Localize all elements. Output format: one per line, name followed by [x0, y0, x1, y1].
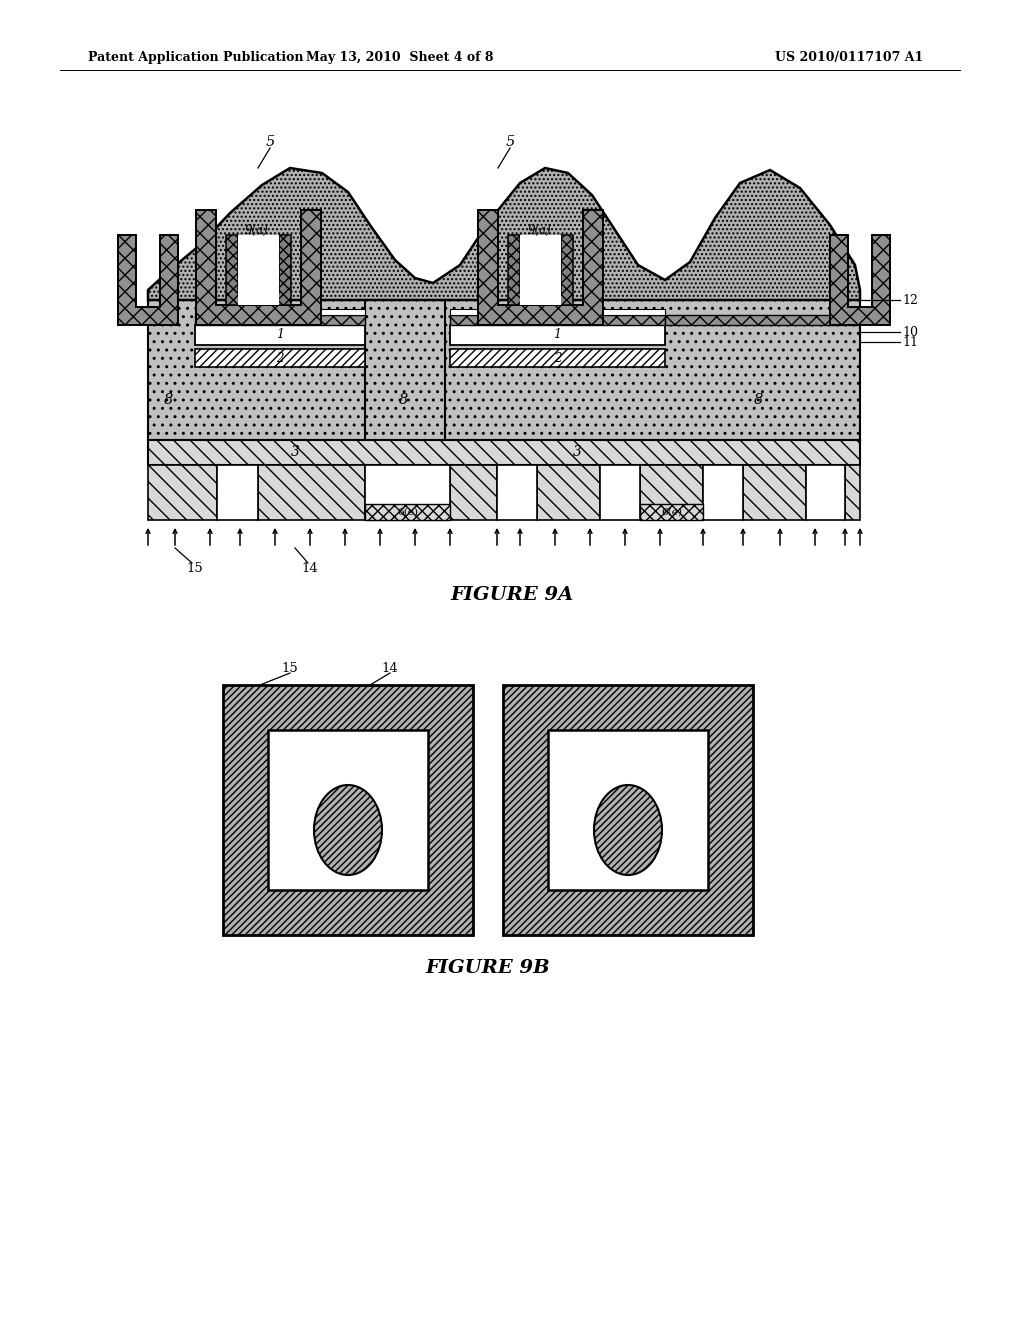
Text: 8: 8 — [398, 393, 408, 407]
Text: 9(a): 9(a) — [528, 223, 552, 236]
Bar — [195, 325, 365, 345]
Bar — [806, 465, 845, 520]
Text: 14: 14 — [302, 561, 318, 574]
Bar — [268, 730, 428, 890]
Bar — [640, 504, 703, 520]
Text: 2: 2 — [276, 351, 284, 364]
Text: 8: 8 — [754, 393, 763, 407]
Text: 1: 1 — [554, 329, 561, 342]
Text: 3: 3 — [572, 445, 582, 459]
Bar — [195, 309, 365, 315]
Text: FIGURE 9B: FIGURE 9B — [426, 960, 550, 977]
Bar — [238, 235, 279, 305]
Bar — [450, 325, 665, 345]
Polygon shape — [508, 235, 572, 305]
Bar — [600, 465, 640, 520]
Bar — [450, 309, 665, 315]
Bar — [537, 465, 600, 520]
Polygon shape — [148, 168, 860, 300]
Bar — [258, 465, 365, 520]
Text: 1: 1 — [276, 329, 284, 342]
Text: May 13, 2010  Sheet 4 of 8: May 13, 2010 Sheet 4 of 8 — [306, 50, 494, 63]
Bar — [450, 465, 497, 520]
Bar — [223, 685, 473, 935]
Text: 15: 15 — [282, 661, 298, 675]
Text: US 2010/0117107 A1: US 2010/0117107 A1 — [775, 50, 924, 63]
Text: 9(a): 9(a) — [245, 223, 268, 236]
Polygon shape — [118, 235, 178, 325]
Text: FIGURE 9A: FIGURE 9A — [451, 586, 573, 605]
Bar — [503, 685, 753, 935]
Bar — [195, 348, 365, 367]
Bar — [519, 235, 560, 305]
Bar — [665, 315, 860, 325]
Text: 2: 2 — [554, 351, 561, 364]
Bar — [217, 465, 258, 520]
Bar — [845, 465, 860, 520]
Bar — [148, 440, 860, 465]
Bar — [445, 294, 860, 440]
Text: 5: 5 — [506, 135, 515, 149]
Polygon shape — [830, 235, 890, 325]
Ellipse shape — [594, 785, 662, 875]
Text: 12: 12 — [902, 293, 918, 306]
Bar — [640, 465, 703, 520]
Ellipse shape — [314, 785, 382, 875]
Bar — [148, 465, 217, 520]
Polygon shape — [196, 210, 321, 325]
Text: 8: 8 — [164, 393, 173, 407]
Text: 3: 3 — [291, 445, 299, 459]
Polygon shape — [225, 235, 291, 305]
Bar — [743, 465, 806, 520]
Bar — [148, 294, 430, 440]
Text: 5: 5 — [265, 135, 274, 149]
Bar — [195, 315, 365, 325]
Text: 11: 11 — [902, 335, 918, 348]
Bar — [365, 504, 450, 520]
Bar — [365, 465, 450, 520]
Text: 10: 10 — [902, 326, 918, 338]
Bar — [703, 465, 743, 520]
Bar — [497, 465, 537, 520]
Bar — [450, 348, 665, 367]
Text: 14: 14 — [382, 661, 398, 675]
Text: 6(e): 6(e) — [397, 507, 418, 516]
Bar — [450, 315, 665, 325]
Text: 15: 15 — [186, 561, 204, 574]
Text: Patent Application Publication: Patent Application Publication — [88, 50, 303, 63]
Polygon shape — [477, 210, 602, 325]
Text: 6(e): 6(e) — [662, 507, 682, 516]
Bar — [548, 730, 708, 890]
Bar — [365, 294, 450, 520]
